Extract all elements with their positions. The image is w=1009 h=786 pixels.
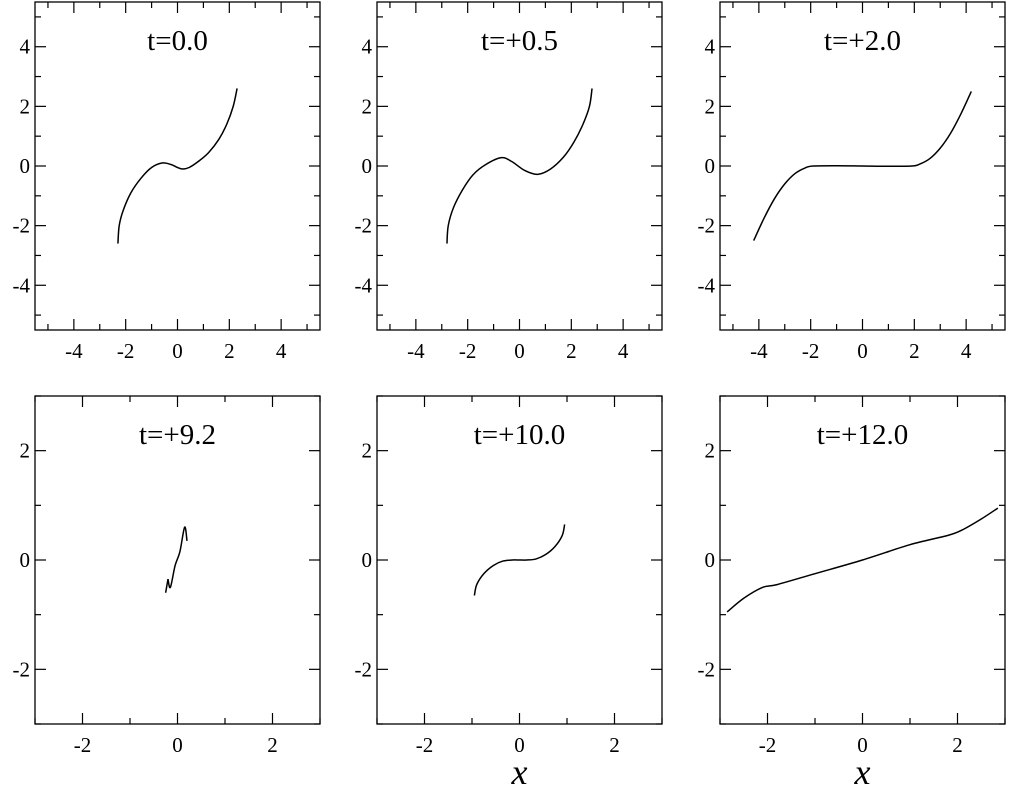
x-tick-label: 2 [267,733,278,757]
x-tick-label: -2 [74,733,92,757]
series-line-1 [726,507,999,613]
y-tick-label: 2 [20,439,31,463]
y-tick-label: -2 [13,214,31,238]
chart-panel-3: -4 -2 0 2 4 -4 -2 0 2 4 t=+2.0 [698,1,1006,363]
x-tick-label: 0 [172,339,183,363]
x-tick-label: -2 [117,339,135,363]
x-tick-label: 4 [276,339,287,363]
y-tick-label: 4 [362,35,373,59]
panel-title: t=+10.0 [474,419,566,451]
x-tick-label: 0 [172,733,183,757]
x-tick-label: 2 [224,339,235,363]
chart-panel-5: -2 0 2 -2 0 2 t=+10.0 x [355,395,663,786]
x-tick-label: -2 [459,339,477,363]
panel-title: t=+12.0 [817,419,909,451]
panel-title: t=+9.2 [139,419,216,451]
x-tick-label: 2 [609,733,620,757]
y-tick-label: 2 [705,94,716,118]
y-tick-label: -2 [13,657,31,681]
x-tick-label: 4 [618,339,629,363]
y-tick-label: -4 [355,273,373,297]
x-tick-label: 0 [857,733,868,757]
x-axis-label: x [511,752,528,786]
y-tick-label: -2 [698,214,716,238]
series-line-2 [164,579,169,593]
x-tick-label: 0 [514,733,525,757]
series-line-1 [117,88,238,244]
x-tick-label: 2 [909,339,920,363]
chart-panel-2: -4 -2 0 2 4 -4 -2 0 2 4 t=+0.5 [355,1,663,363]
x-tick-label: 2 [952,733,963,757]
x-tick-label: 0 [514,339,525,363]
y-tick-label: 2 [705,439,716,463]
y-tick-label: 0 [705,548,716,572]
panel-title: t=+0.5 [481,25,558,57]
panel-title: t=+2.0 [824,25,901,57]
y-tick-label: -4 [13,273,31,297]
series-line-1 [446,88,593,244]
y-tick-label: -2 [355,214,373,238]
y-tick-label: -2 [698,657,716,681]
series-line-1 [473,524,566,596]
panel-title: t=0.0 [147,25,208,57]
y-tick-label: 4 [20,35,31,59]
y-tick-label: 0 [20,548,31,572]
y-tick-label: 0 [362,548,373,572]
y-tick-label: 0 [362,154,373,178]
x-tick-label: 0 [857,339,868,363]
x-tick-label: -2 [759,733,777,757]
y-tick-label: 0 [705,154,716,178]
x-tick-label: -4 [750,339,768,363]
y-tick-label: 2 [20,94,31,118]
y-tick-label: -4 [698,273,716,297]
chart-panel-6: -2 0 2 -2 0 2 t=+12.0 x [698,395,1006,786]
y-tick-label: -2 [355,657,373,681]
x-tick-label: -4 [65,339,83,363]
chart-panel-4: -2 0 2 -2 0 2 t=+9.2 [13,395,321,757]
x-tick-label: -4 [407,339,425,363]
x-axis-label: x [854,752,871,786]
chart-panel-1: -4 -2 0 2 4 -4 -2 0 2 4 t=0.0 [13,1,321,363]
x-tick-label: 4 [961,339,972,363]
y-tick-label: 2 [362,439,373,463]
x-tick-label: 2 [566,339,577,363]
x-tick-label: -2 [416,733,434,757]
y-tick-label: 4 [705,35,716,59]
series-line-1 [752,91,973,241]
y-tick-label: 0 [20,154,31,178]
x-tick-label: -2 [802,339,820,363]
y-tick-label: 2 [362,94,373,118]
series-line-1 [167,526,188,589]
